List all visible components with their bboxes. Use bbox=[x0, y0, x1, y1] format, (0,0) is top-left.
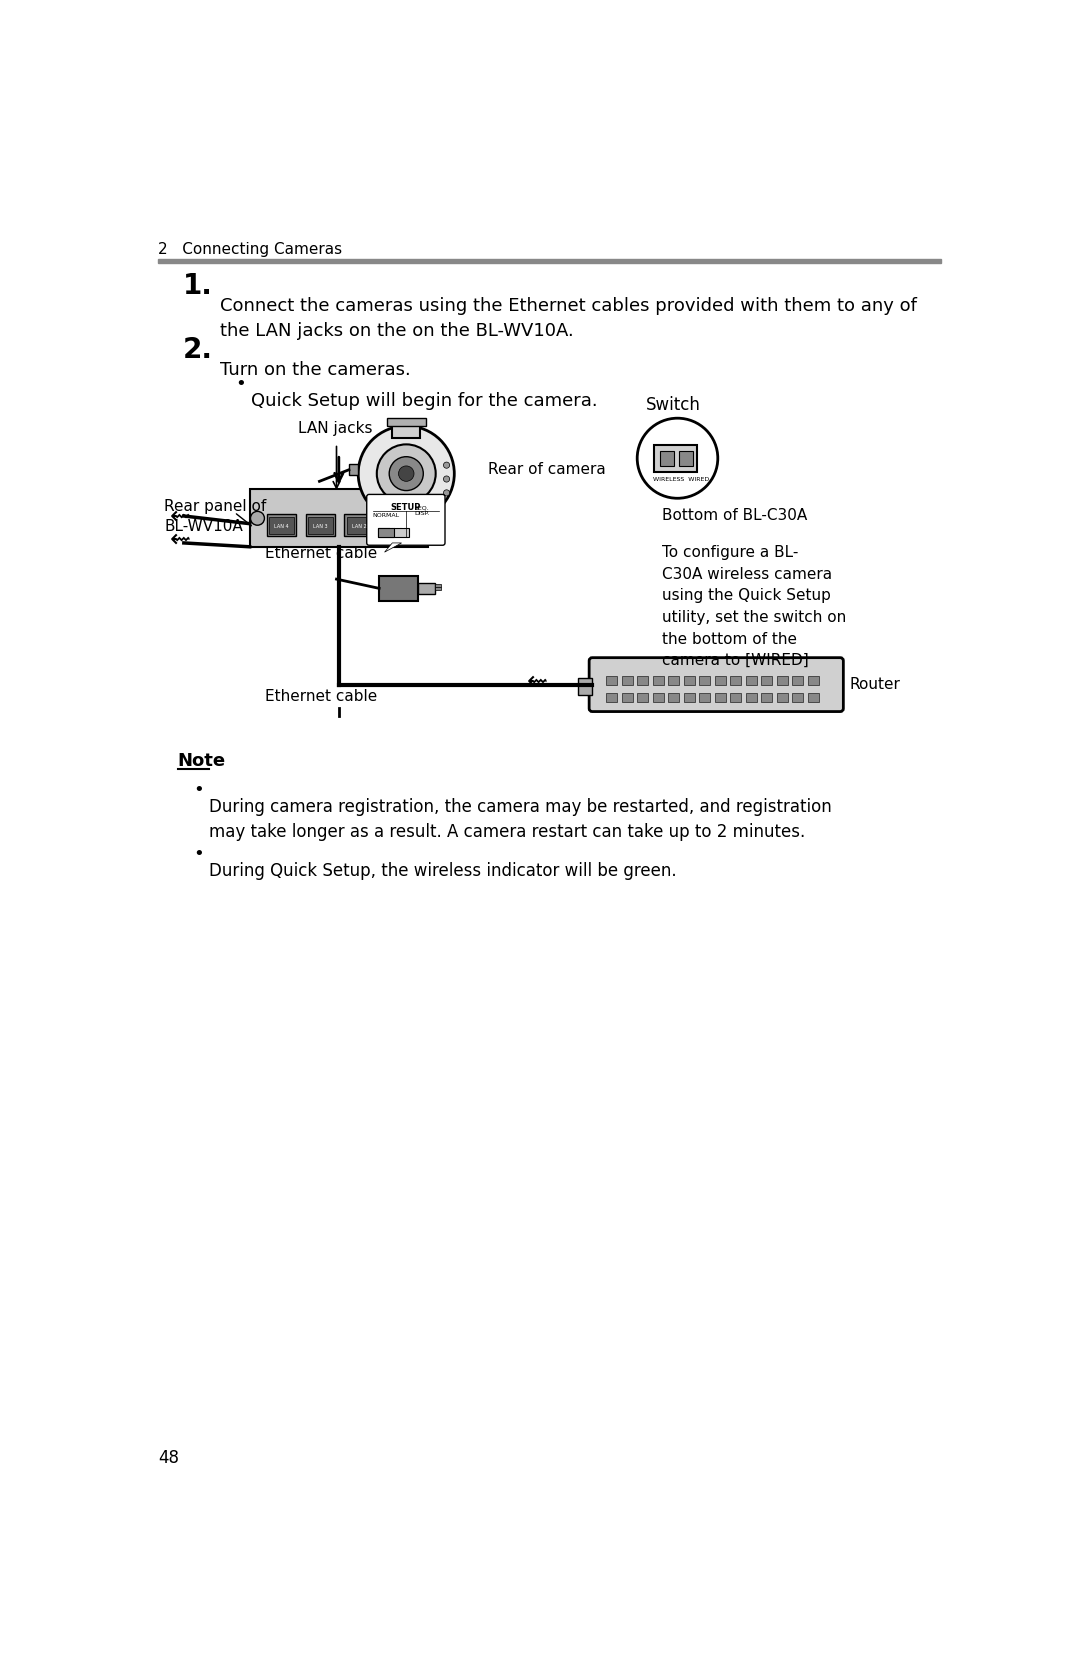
Text: 48: 48 bbox=[159, 1449, 179, 1467]
Bar bbox=[622, 693, 633, 703]
Text: ⇜: ⇜ bbox=[170, 504, 191, 529]
Text: Rear of camera: Rear of camera bbox=[488, 462, 606, 477]
Text: Connect the cameras using the Ethernet cables provided with them to any of
the L: Connect the cameras using the Ethernet c… bbox=[220, 297, 917, 340]
Text: Turn on the cameras.: Turn on the cameras. bbox=[220, 361, 411, 379]
Text: •: • bbox=[193, 781, 204, 799]
Text: SETUP: SETUP bbox=[391, 502, 421, 512]
Text: •: • bbox=[193, 846, 204, 863]
Circle shape bbox=[377, 444, 435, 502]
Bar bbox=[777, 693, 787, 703]
Circle shape bbox=[414, 511, 428, 526]
Bar bbox=[745, 676, 757, 686]
Bar bbox=[392, 421, 420, 439]
Bar bbox=[159, 259, 941, 264]
Bar bbox=[435, 584, 441, 587]
Bar bbox=[267, 514, 296, 536]
Circle shape bbox=[359, 426, 455, 521]
Text: During Quick Setup, the wireless indicator will be green.: During Quick Setup, the wireless indicat… bbox=[208, 863, 676, 881]
Bar bbox=[730, 693, 741, 703]
Bar bbox=[808, 693, 819, 703]
Circle shape bbox=[251, 511, 265, 526]
Circle shape bbox=[444, 462, 449, 469]
Bar bbox=[378, 527, 394, 537]
Bar bbox=[606, 693, 617, 703]
Bar bbox=[383, 514, 413, 536]
Bar bbox=[654, 446, 697, 472]
Text: 2   Connecting Cameras: 2 Connecting Cameras bbox=[159, 242, 342, 257]
Bar bbox=[684, 693, 694, 703]
Bar bbox=[578, 678, 592, 694]
Text: During camera registration, the camera may be restarted, and registration
may ta: During camera registration, the camera m… bbox=[208, 798, 832, 841]
Text: SEQ.
DISP.: SEQ. DISP. bbox=[414, 506, 430, 516]
Bar bbox=[306, 514, 335, 536]
Circle shape bbox=[389, 457, 423, 491]
Text: ⇜: ⇜ bbox=[170, 527, 191, 552]
Bar bbox=[793, 676, 804, 686]
Bar bbox=[308, 517, 333, 534]
Bar bbox=[622, 676, 633, 686]
Bar bbox=[777, 676, 787, 686]
FancyBboxPatch shape bbox=[590, 658, 843, 711]
Text: Note: Note bbox=[177, 753, 226, 769]
Text: Bottom of BL-C30A: Bottom of BL-C30A bbox=[662, 507, 807, 522]
Bar bbox=[652, 676, 663, 686]
Bar bbox=[387, 419, 426, 426]
Bar bbox=[349, 464, 359, 476]
Text: Switch: Switch bbox=[646, 396, 701, 414]
Bar bbox=[379, 576, 418, 601]
Bar bbox=[378, 527, 409, 537]
Bar bbox=[637, 676, 648, 686]
Text: LAN jacks: LAN jacks bbox=[298, 421, 373, 436]
Bar bbox=[345, 514, 374, 536]
Bar bbox=[652, 693, 663, 703]
Text: LAN 3: LAN 3 bbox=[313, 524, 327, 529]
Bar bbox=[730, 676, 741, 686]
Bar bbox=[679, 451, 693, 466]
Text: Router: Router bbox=[850, 678, 901, 693]
Circle shape bbox=[444, 489, 449, 496]
Circle shape bbox=[637, 419, 718, 499]
Bar bbox=[715, 676, 726, 686]
FancyBboxPatch shape bbox=[367, 494, 445, 546]
Bar bbox=[669, 676, 679, 686]
Bar bbox=[699, 693, 710, 703]
Bar bbox=[715, 693, 726, 703]
Circle shape bbox=[399, 466, 414, 481]
Bar bbox=[637, 693, 648, 703]
Text: NORMAL: NORMAL bbox=[373, 512, 400, 517]
Bar bbox=[606, 676, 617, 686]
Text: LAN 1: LAN 1 bbox=[390, 524, 405, 529]
Text: To configure a BL-
C30A wireless camera
using the Quick Setup
utility, set the s: To configure a BL- C30A wireless camera … bbox=[662, 546, 847, 668]
Text: 1.: 1. bbox=[183, 272, 213, 300]
Bar bbox=[808, 676, 819, 686]
Text: WIRELESS  WIRED: WIRELESS WIRED bbox=[653, 477, 710, 482]
Bar bbox=[745, 693, 757, 703]
Text: Ethernet cable: Ethernet cable bbox=[265, 689, 377, 704]
Bar bbox=[761, 693, 772, 703]
Text: Quick Setup will begin for the camera.: Quick Setup will begin for the camera. bbox=[252, 392, 598, 411]
Bar bbox=[661, 451, 674, 466]
Bar bbox=[269, 517, 294, 534]
Bar bbox=[386, 517, 410, 534]
Text: ⇜: ⇜ bbox=[526, 669, 548, 693]
Text: Ethernet cable: Ethernet cable bbox=[265, 546, 377, 561]
Bar bbox=[347, 517, 372, 534]
Bar bbox=[699, 676, 710, 686]
Bar bbox=[249, 489, 428, 547]
Circle shape bbox=[444, 476, 449, 482]
Text: •: • bbox=[235, 376, 246, 392]
Bar bbox=[684, 676, 694, 686]
Text: Rear panel of
BL-WV10A: Rear panel of BL-WV10A bbox=[164, 499, 267, 534]
Text: LAN 4: LAN 4 bbox=[274, 524, 288, 529]
Text: LAN 2: LAN 2 bbox=[352, 524, 366, 529]
Bar bbox=[793, 693, 804, 703]
Bar bbox=[761, 676, 772, 686]
Bar bbox=[669, 693, 679, 703]
Polygon shape bbox=[384, 542, 402, 552]
Text: 2.: 2. bbox=[183, 335, 213, 364]
Bar bbox=[418, 582, 435, 594]
Bar bbox=[435, 587, 441, 589]
